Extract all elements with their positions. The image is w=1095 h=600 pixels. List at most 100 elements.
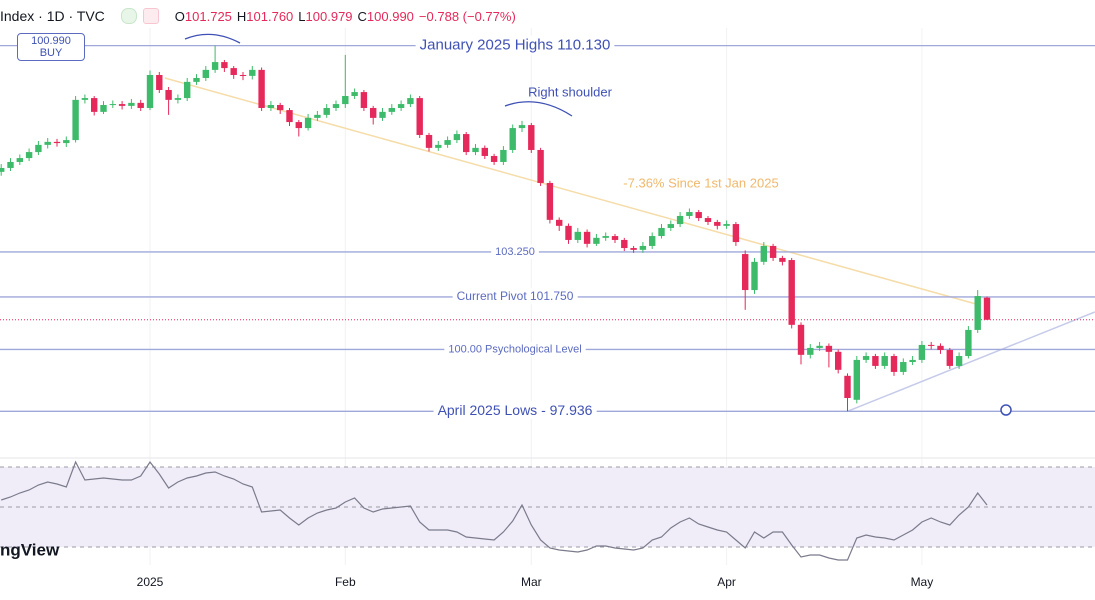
- status-icon: [120, 8, 137, 24]
- candle-body: [314, 114, 321, 118]
- candle-body: [928, 344, 935, 346]
- candle-body: [732, 224, 740, 243]
- candle-body: [565, 225, 572, 240]
- badge-price: 100.990: [31, 35, 71, 47]
- candle-body: [825, 345, 833, 352]
- shoulder-arc: [504, 101, 573, 117]
- candle-body: [128, 102, 135, 106]
- candle-body: [490, 155, 498, 162]
- head-arc: [184, 33, 241, 44]
- candle-body: [862, 356, 870, 360]
- candle-body: [630, 248, 637, 250]
- candle-body: [463, 134, 470, 153]
- candle-body: [639, 245, 647, 250]
- candle-body: [109, 104, 116, 106]
- candle-body: [760, 245, 767, 262]
- candle-body: [937, 345, 944, 351]
- candle-body: [769, 245, 777, 258]
- candle-body: [602, 236, 609, 238]
- ohlc-item: L100.979: [298, 9, 352, 24]
- candle-body: [81, 98, 89, 100]
- chart-header: Index · 1D · TVC O101.725 H101.760 L100.97…: [0, 6, 516, 26]
- ohlc-values: O101.725 H101.760 L100.979 C100.990 −0.788 (…: [175, 9, 516, 24]
- candle-body: [165, 89, 172, 100]
- candle-body: [379, 111, 386, 118]
- candle-body: [797, 324, 805, 355]
- candle-body: [193, 77, 200, 82]
- level-label: January 2025 Highs 110.130: [420, 37, 611, 54]
- level-label-bg: [415, 35, 615, 55]
- symbol: Index · 1D · TVC: [0, 8, 105, 24]
- candle-body: [909, 359, 916, 363]
- candle-body: [583, 231, 591, 244]
- candle-body: [295, 122, 302, 129]
- candle-body: [676, 215, 684, 225]
- level-label-bg: [452, 288, 578, 305]
- candle-body: [351, 92, 358, 96]
- ohlc-value: 101.725: [184, 8, 232, 24]
- candle-body: [388, 107, 395, 112]
- level-label: 100.00 Psychological Level: [448, 343, 581, 355]
- candle-body: [267, 104, 275, 108]
- candle-body: [686, 212, 693, 216]
- candle-body: [286, 110, 293, 123]
- level-label-bg: [444, 342, 586, 357]
- candle-body: [277, 104, 284, 111]
- candle-body: [416, 98, 423, 135]
- watermark: ngView: [0, 540, 60, 559]
- candle-body: [184, 81, 191, 99]
- candle-body: [444, 140, 451, 145]
- candle-body: [537, 149, 544, 183]
- candle-body: [304, 117, 312, 129]
- price-change: −0.788 (−0.77%): [418, 8, 516, 24]
- candle-body: [221, 62, 228, 69]
- candle-body: [25, 152, 33, 159]
- rsi-line: [1, 460, 988, 561]
- level-label-bg: [433, 401, 597, 420]
- candle-body: [593, 237, 600, 244]
- candle-body: [239, 74, 247, 76]
- candle-body: [500, 149, 507, 162]
- trendline: [847, 311, 1095, 413]
- candle-body: [955, 356, 963, 366]
- x-tick-label: Apr: [717, 575, 736, 589]
- candle-body: [807, 347, 814, 355]
- candle-body: [974, 296, 981, 330]
- candle-body: [472, 147, 479, 153]
- x-tick-label: May: [911, 575, 934, 589]
- candle-body: [621, 239, 628, 249]
- level-label-bg: [491, 244, 539, 259]
- candle-body: [332, 104, 340, 108]
- candle-body: [7, 161, 14, 168]
- level-label: April 2025 Lows - 97.936: [438, 402, 593, 418]
- status-icon: [142, 8, 159, 24]
- x-tick-label: Feb: [335, 575, 356, 589]
- candle-body: [509, 128, 516, 150]
- candle-body: [453, 134, 461, 141]
- candle-body: [779, 257, 786, 262]
- candle-body: [35, 144, 42, 153]
- ohlc-value: 101.760: [246, 8, 294, 24]
- candle-body: [872, 356, 879, 366]
- ohlc-value: 100.990: [366, 8, 414, 24]
- candle-body: [230, 68, 237, 75]
- line-handle: [1000, 404, 1012, 416]
- x-tick-label: 2025: [137, 575, 164, 589]
- candle-body: [946, 350, 953, 366]
- price-badge[interactable]: 100.990 BUY: [17, 33, 85, 61]
- level-label: Current Pivot 101.750: [457, 289, 574, 303]
- candle-body: [16, 158, 23, 162]
- candle-body: [835, 351, 842, 370]
- x-tick-label: Mar: [521, 575, 542, 589]
- candle-body: [611, 236, 619, 240]
- candle-body: [249, 69, 256, 76]
- candle-body: [918, 344, 926, 360]
- candle-body: [983, 297, 991, 320]
- ohlc-value: 100.979: [305, 8, 353, 24]
- candle-body: [881, 356, 888, 366]
- candle-body: [658, 227, 665, 237]
- candle-body: [723, 224, 730, 226]
- candle-body: [44, 141, 51, 145]
